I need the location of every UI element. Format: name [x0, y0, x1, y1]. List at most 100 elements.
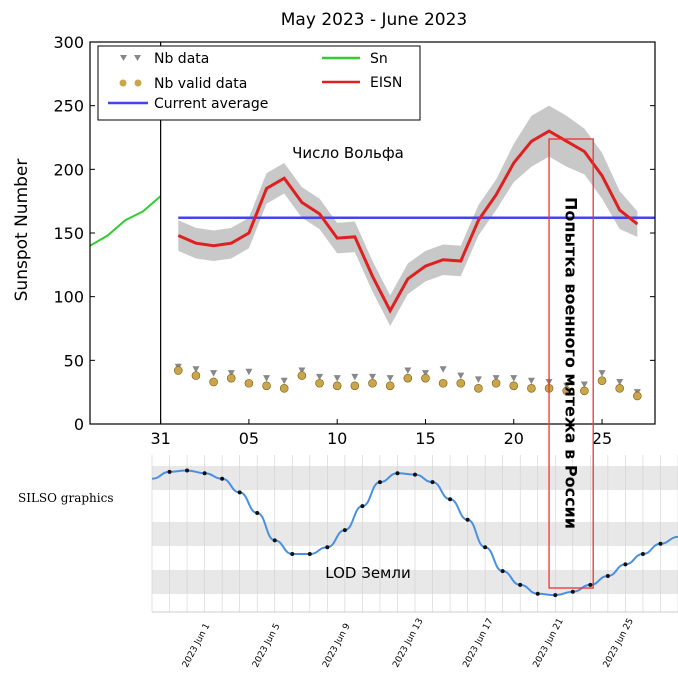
- nb-valid-marker: [351, 382, 359, 390]
- nb-valid-marker: [369, 379, 377, 387]
- x-tick-label: 20: [504, 429, 524, 448]
- x-tick-label: 05: [239, 429, 259, 448]
- lod-point: [553, 593, 557, 597]
- lod-point: [360, 504, 364, 508]
- lod-point: [588, 583, 592, 587]
- nb-valid-marker: [386, 382, 394, 390]
- lod-point: [606, 574, 610, 578]
- y-tick-label: 250: [53, 97, 84, 116]
- lod-point: [203, 471, 207, 475]
- nb-valid-marker: [245, 379, 253, 387]
- lod-point: [343, 528, 347, 532]
- y-tick-label: 200: [53, 160, 84, 179]
- lod-point: [273, 538, 277, 542]
- nb-valid-marker: [298, 372, 306, 380]
- nb-valid-marker: [598, 377, 606, 385]
- y-tick-label: 50: [64, 351, 84, 370]
- nb-data-marker: [210, 370, 217, 377]
- nb-valid-marker: [474, 384, 482, 392]
- legend-label-eisn: EISN: [370, 75, 402, 91]
- nb-valid-marker: [192, 372, 200, 380]
- nb-data-marker: [404, 368, 411, 375]
- nb-valid-marker: [439, 379, 447, 387]
- nb-valid-marker: [333, 382, 341, 390]
- nb-valid-marker: [510, 382, 518, 390]
- date-tick-labels: 2023 Jun 12023 Jun 52023 Jun 92023 Jun 1…: [181, 617, 636, 669]
- lod-point: [501, 569, 505, 573]
- nb-data-marker: [599, 370, 606, 377]
- lod-point: [448, 497, 452, 501]
- lod-point: [220, 477, 224, 481]
- lod-point: [185, 468, 189, 472]
- legend-label-nb-valid: Nb valid data: [154, 76, 247, 92]
- nb-data-marker: [351, 374, 358, 381]
- nb-valid-marker: [210, 378, 218, 386]
- nb-data-marker: [387, 375, 394, 382]
- nb-data-marker: [510, 375, 517, 382]
- x-tick-label: 15: [415, 429, 435, 448]
- lod-point: [308, 552, 312, 556]
- lod-point: [238, 490, 242, 494]
- lod-point: [168, 470, 172, 474]
- nb-data-marker: [528, 378, 535, 385]
- nb-valid-marker: [227, 374, 235, 382]
- silso-graphics-label: SILSO graphics: [18, 491, 114, 505]
- nb-valid-marker: [527, 384, 535, 392]
- lod-point: [641, 552, 645, 556]
- nb-data-marker: [475, 376, 482, 383]
- legend-label-nb-data: Nb data: [154, 51, 209, 67]
- lod-point: [658, 542, 662, 546]
- lod-point: [536, 592, 540, 596]
- nb-data-marker: [281, 378, 288, 385]
- nb-data-marker: [334, 375, 341, 382]
- legend-valid-marker: [135, 80, 142, 87]
- highlight-text: Попытка военного мятежа в России: [562, 197, 581, 529]
- nb-valid-marker: [280, 384, 288, 392]
- y-tick-label: 300: [53, 33, 84, 52]
- lod-point: [518, 583, 522, 587]
- nb-valid-marker: [404, 374, 412, 382]
- x-tick-label: 25: [592, 429, 612, 448]
- lod-point: [255, 511, 259, 515]
- lod-background: [152, 455, 678, 612]
- lod-label: LOD Земли: [325, 564, 410, 582]
- sn-line: [90, 196, 161, 246]
- sunspot-chart: May 2023 - June 2023 Sunspot Number 0501…: [12, 10, 655, 448]
- nb-valid-marker: [492, 379, 500, 387]
- lod-point: [413, 473, 417, 477]
- nb-valid-marker: [174, 367, 182, 375]
- y-tick-label: 0: [74, 415, 84, 434]
- nb-valid-marker: [616, 384, 624, 392]
- lod-point: [395, 471, 399, 475]
- nb-data-marker: [245, 369, 252, 376]
- chart-title: May 2023 - June 2023: [281, 10, 467, 30]
- date-tick-label: 2023 Jun 17: [461, 617, 495, 669]
- nb-data-marker: [457, 373, 464, 380]
- lod-point: [290, 552, 294, 556]
- nb-valid-marker: [263, 382, 271, 390]
- lod-point: [623, 562, 627, 566]
- lod-point: [483, 545, 487, 549]
- legend: Nb dataNb valid dataCurrent averageSnEIS…: [98, 46, 420, 120]
- x-tick-label: 31: [150, 429, 170, 448]
- date-tick-label: 2023 Jun 21: [532, 617, 566, 669]
- legend-label-sn: Sn: [370, 51, 388, 67]
- lod-point: [378, 480, 382, 484]
- sn-series: [90, 196, 161, 246]
- y-tick-label: 100: [53, 288, 84, 307]
- date-tick-label: 2023 Jun 1: [181, 622, 213, 669]
- date-tick-label: 2023 Jun 5: [251, 622, 283, 669]
- lod-point: [325, 545, 329, 549]
- nb-data-marker: [440, 366, 447, 373]
- highlight-box: Попытка военного мятежа в России: [549, 139, 593, 588]
- nb-valid-marker: [633, 392, 641, 400]
- nb-valid-marker: [316, 379, 324, 387]
- nb-valid-marker: [457, 379, 465, 387]
- x-tick-label: 10: [327, 429, 347, 448]
- lod-point: [466, 518, 470, 522]
- lod-point: [431, 480, 435, 484]
- lod-point: [571, 590, 575, 594]
- date-tick-label: 2023 Jun 13: [391, 617, 425, 669]
- y-tick-label: 150: [53, 224, 84, 243]
